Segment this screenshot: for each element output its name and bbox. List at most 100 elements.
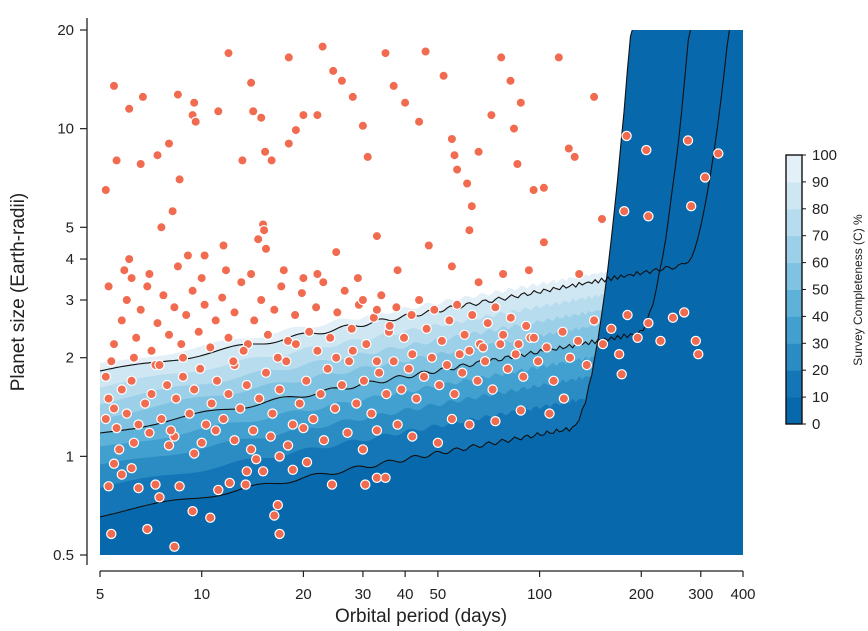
planet-point <box>161 379 173 391</box>
planet-point <box>248 315 260 326</box>
planet-point <box>521 320 532 332</box>
planet-point <box>326 479 338 490</box>
planet-point <box>211 375 223 386</box>
planet-point <box>461 178 473 189</box>
planet-point <box>262 329 274 340</box>
planet-point <box>434 379 445 391</box>
planet-point <box>420 46 431 57</box>
y-tick-label: 10 <box>57 121 74 138</box>
planet-point <box>315 388 326 400</box>
planet-point <box>245 77 257 89</box>
planet-point <box>108 338 120 350</box>
planet-point <box>388 356 399 367</box>
planet-point <box>100 371 112 382</box>
planet-point <box>596 213 608 225</box>
planet-point <box>260 367 272 378</box>
planet-point <box>253 233 264 245</box>
planet-point <box>496 52 507 63</box>
planet-point <box>190 116 201 127</box>
planet-point <box>690 335 702 347</box>
contour-band-10 <box>100 30 743 555</box>
planet-point <box>436 335 448 347</box>
planet-point <box>223 388 234 400</box>
planet-point <box>174 481 185 492</box>
planet-point <box>163 440 175 451</box>
planet-point <box>388 80 399 92</box>
planet-point <box>325 332 336 343</box>
planet-point <box>205 342 216 353</box>
colorbar-tick-label: 80 <box>812 201 829 218</box>
planet-point <box>446 261 458 272</box>
planet-point <box>342 427 353 438</box>
planet-point <box>103 281 114 292</box>
planet-point <box>111 422 122 434</box>
planet-point <box>464 345 475 356</box>
planet-point <box>142 281 153 292</box>
planet-point <box>210 425 221 436</box>
planet-point <box>123 253 135 265</box>
planet-point <box>473 146 484 157</box>
planet-point <box>177 352 189 363</box>
planet-point <box>260 243 272 254</box>
planet-point <box>490 302 501 313</box>
planet-point <box>318 435 330 446</box>
planet-point <box>240 479 251 490</box>
planet-point <box>287 419 298 430</box>
planet-point <box>371 230 383 242</box>
planet-point <box>165 425 176 436</box>
planet-point <box>581 359 593 371</box>
planet-point <box>366 408 377 419</box>
planet-point <box>413 116 425 127</box>
planet-point <box>588 315 600 326</box>
planet-point <box>358 375 370 386</box>
planet-point <box>538 237 550 248</box>
planet-point <box>274 528 285 540</box>
planet-point <box>505 312 516 323</box>
planet-point <box>357 120 369 132</box>
planet-point <box>380 472 391 483</box>
planet-point <box>296 287 308 299</box>
planet-point <box>667 312 679 323</box>
planet-point <box>146 388 157 400</box>
planet-point <box>457 367 468 378</box>
planet-point <box>187 506 198 517</box>
planet-point <box>310 302 322 313</box>
planet-point <box>398 332 410 343</box>
planet-point <box>150 479 161 490</box>
planet-point <box>142 523 153 535</box>
planet-point <box>199 299 210 310</box>
planet-point <box>298 272 309 284</box>
planet-point <box>512 158 523 170</box>
planet-point <box>482 317 493 329</box>
planet-point <box>193 326 204 337</box>
planet-point <box>116 469 128 480</box>
planet-point <box>449 149 460 161</box>
planet-point <box>266 155 277 166</box>
planet-point <box>152 149 163 161</box>
x-tick-label: 50 <box>430 586 447 603</box>
planet-point <box>464 419 475 430</box>
planet-point <box>413 294 425 306</box>
planet-point <box>423 240 434 251</box>
planet-point <box>655 335 666 347</box>
planet-point <box>158 290 169 301</box>
planet-point <box>108 403 120 414</box>
planet-point <box>569 151 580 163</box>
planet-point <box>513 338 524 350</box>
planet-point <box>679 307 690 318</box>
colorbar-band <box>786 235 802 264</box>
planet-point <box>156 222 167 233</box>
planet-point <box>641 144 652 156</box>
planet-point <box>283 138 294 149</box>
planet-point <box>347 345 358 356</box>
x-tick-label: 100 <box>527 586 552 603</box>
planet-point <box>188 97 200 108</box>
x-tick-label: 400 <box>730 586 755 603</box>
planet-point <box>490 416 501 427</box>
planet-point <box>116 384 128 395</box>
planet-point <box>396 384 407 395</box>
planet-point <box>119 265 130 276</box>
x-tick-label: 10 <box>193 586 210 603</box>
planet-point <box>392 419 403 430</box>
contour-line-10 <box>100 30 633 518</box>
